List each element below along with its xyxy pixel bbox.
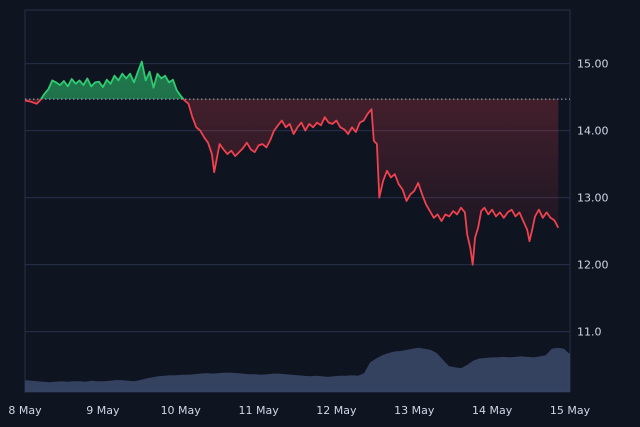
x-tick-label: 10 May [161, 404, 202, 417]
x-tick-label: 14 May [472, 404, 513, 417]
x-tick-label: 8 May [8, 404, 42, 417]
fill-above-baseline [25, 61, 559, 100]
x-tick-label: 15 May [550, 404, 591, 417]
volume-area-path [25, 347, 570, 392]
y-tick-label: 12.00 [577, 259, 609, 272]
y-axis-ticks: 11.0 12.00 13.00 14.00 15.00 [577, 58, 609, 339]
price-fill [25, 61, 559, 265]
y-tick-label: 13.00 [577, 192, 609, 205]
price-line [24, 60, 560, 266]
y-tick-label: 15.00 [577, 58, 609, 71]
line-below-baseline [24, 99, 560, 266]
x-axis-ticks: 8 May 9 May 10 May 11 May 12 May 13 May 14 May… [8, 404, 590, 417]
y-tick-label: 11.0 [577, 326, 602, 339]
line-above-baseline [39, 60, 185, 100]
x-tick-label: 13 May [394, 404, 435, 417]
x-tick-label: 12 May [316, 404, 357, 417]
volume-area [25, 347, 570, 392]
y-tick-label: 14.00 [577, 125, 609, 138]
x-tick-label: 11 May [238, 404, 279, 417]
fill-below-baseline [25, 99, 559, 265]
x-tick-label: 9 May [86, 404, 120, 417]
